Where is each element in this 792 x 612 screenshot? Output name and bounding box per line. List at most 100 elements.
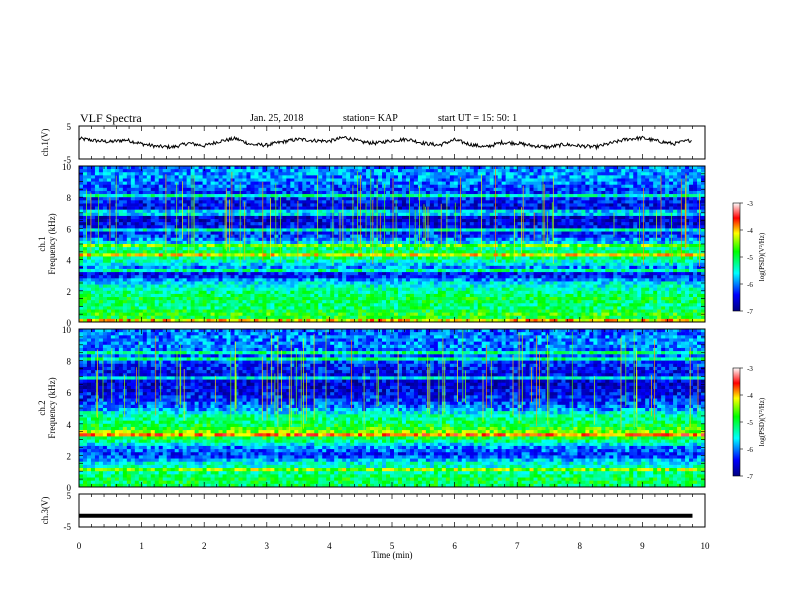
spectrogram-cell — [127, 260, 131, 263]
spectrogram-cell — [621, 256, 625, 259]
spectrogram-cell — [338, 182, 342, 185]
spectrogram-cell — [470, 194, 474, 197]
spectrogram-cell — [334, 247, 338, 250]
spectrogram-cell — [199, 185, 203, 188]
spectrogram-cell — [195, 207, 199, 210]
spectrogram-cell — [669, 197, 673, 200]
spectrogram-cell — [107, 207, 111, 210]
spectrogram-cell — [306, 238, 310, 241]
spectrogram-cell — [123, 200, 127, 203]
spectrogram-cell — [617, 250, 621, 253]
spectrogram-cell — [410, 247, 414, 250]
spectrogram-cell — [123, 216, 127, 219]
spectrogram-cell — [685, 260, 689, 263]
spectrogram-cell — [254, 191, 258, 194]
spectrogram-cell — [362, 175, 366, 178]
spectrogram-cell — [131, 232, 135, 235]
spectrogram-cell — [382, 194, 386, 197]
spectrogram-cell — [597, 213, 601, 216]
spectrogram-cell — [274, 228, 278, 231]
spectrogram-cell — [382, 210, 386, 213]
spectrogram-cell — [171, 256, 175, 259]
spectrogram-cell — [103, 197, 107, 200]
spectrogram-cell — [215, 185, 219, 188]
spectrogram-cell — [597, 182, 601, 185]
spectrogram-cell — [653, 247, 657, 250]
spectrogram-cell — [565, 185, 569, 188]
spectrogram-cell — [107, 244, 111, 247]
spectrogram-cell — [103, 185, 107, 188]
spectrogram-cell — [689, 200, 693, 203]
spectrogram-cell — [450, 225, 454, 228]
spectrogram-cell — [107, 172, 111, 175]
spectrogram-cell — [123, 203, 127, 206]
spectrogram-cell — [195, 228, 199, 231]
spectrogram-cell — [139, 191, 143, 194]
spectrogram-cell — [111, 253, 115, 256]
spectrogram-cell — [270, 169, 274, 172]
spectrogram-cell — [167, 225, 171, 228]
spectrogram-cell — [510, 197, 514, 200]
spectrogram-cell — [498, 200, 502, 203]
spectrogram-cell — [693, 188, 697, 191]
spectrogram-cell — [506, 225, 510, 228]
spectrogram-cell — [270, 225, 274, 228]
spectrogram-cell — [581, 213, 585, 216]
spectrogram-cell — [673, 169, 677, 172]
spectrogram-cell — [195, 169, 199, 172]
spectrogram-cell — [661, 191, 665, 194]
spectrogram-cell — [693, 247, 697, 250]
spectrogram-cell — [227, 191, 231, 194]
spectrogram-cell — [637, 247, 641, 250]
spectrogram-cell — [621, 197, 625, 200]
spectrogram-cell — [482, 213, 486, 216]
spectrogram-cell — [147, 256, 151, 259]
spectrogram-cell — [530, 200, 534, 203]
spectrogram-cell — [645, 244, 649, 247]
spectrogram-cell — [522, 210, 526, 213]
spectrogram-cell — [538, 175, 542, 178]
spectrogram-cell — [382, 203, 386, 206]
spectrogram-cell — [282, 203, 286, 206]
spectrogram-cell — [107, 222, 111, 225]
spectrogram-cell — [557, 260, 561, 263]
spectrogram-cell — [390, 219, 394, 222]
spectrogram-cell — [99, 200, 103, 203]
spectrogram-cell — [593, 210, 597, 213]
spectrogram-cell — [542, 244, 546, 247]
spectrogram-cell — [573, 166, 577, 169]
spectrogram-cell — [334, 166, 338, 169]
spectrogram-cell — [159, 182, 163, 185]
spectrogram-cell — [697, 175, 701, 178]
spectrogram-cell — [557, 185, 561, 188]
spectrogram-cell — [318, 166, 322, 169]
spectrogram-cell — [434, 169, 438, 172]
spectrogram-cell — [111, 228, 115, 231]
spectrogram-cell — [490, 241, 494, 244]
spectrogram-cell — [621, 232, 625, 235]
spectrogram-cell — [203, 200, 207, 203]
spectrogram-cell — [557, 222, 561, 225]
spectrogram-cell — [215, 178, 219, 181]
spectrogram-cell — [645, 191, 649, 194]
spectrogram-cell — [442, 225, 446, 228]
spectrogram-cell — [378, 260, 382, 263]
spectrogram-cell — [258, 169, 262, 172]
spectrogram-cell — [95, 166, 99, 169]
spectrogram-cell — [613, 197, 617, 200]
spectrogram-cell — [609, 244, 613, 247]
spectrogram-cell — [246, 194, 250, 197]
spectrogram-cell — [346, 216, 350, 219]
spectrogram-cell — [139, 228, 143, 231]
spectrogram-cell — [246, 235, 250, 238]
spectrogram-cell — [645, 203, 649, 206]
spectrogram-cell — [119, 235, 123, 238]
spectrogram-cell — [147, 175, 151, 178]
spectrogram-cell — [147, 219, 151, 222]
spectrogram-cell — [561, 256, 565, 259]
spectrogram-cell — [346, 197, 350, 200]
spectrogram-cell — [569, 210, 573, 213]
spectrogram-cell — [135, 175, 139, 178]
spectrogram-cell — [617, 247, 621, 250]
spectrogram-cell — [179, 260, 183, 263]
